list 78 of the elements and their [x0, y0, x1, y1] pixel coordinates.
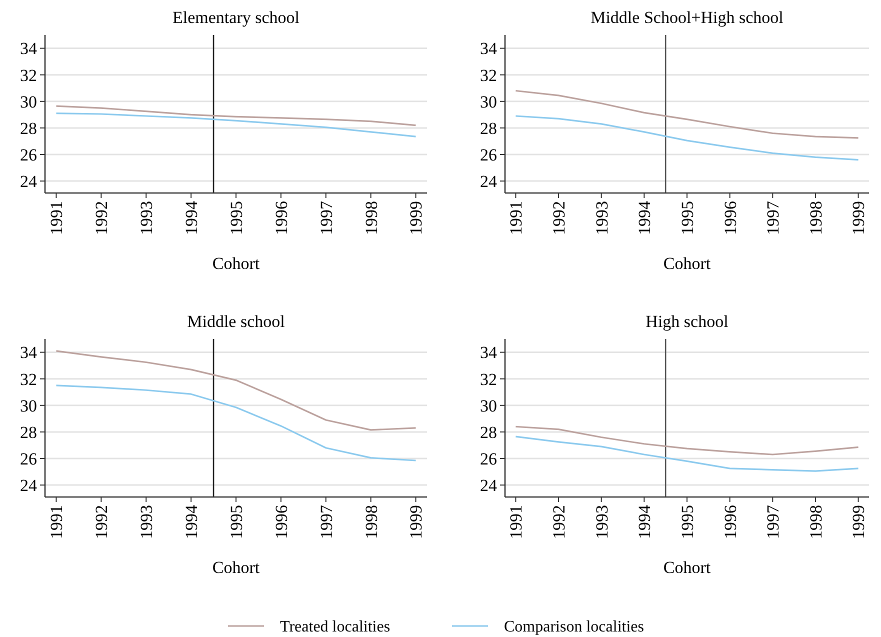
x-tick-label: 1993 — [592, 201, 612, 235]
line-series — [55, 112, 417, 138]
y-tick-label: 34 — [20, 343, 38, 362]
x-tick-label: 1994 — [635, 200, 654, 235]
x-tick-label: 1998 — [806, 201, 826, 235]
y-tick-label: 30 — [480, 92, 497, 112]
chart-title: Middle school — [187, 312, 286, 331]
x-tick-label: 1994 — [182, 504, 202, 539]
line-series — [514, 90, 860, 139]
x-tick-label: 1994 — [635, 504, 654, 539]
x-tick-label: 1994 — [182, 200, 202, 235]
x-tick-label: 1993 — [137, 201, 156, 235]
y-tick-label: 26 — [20, 449, 37, 468]
x-tick-label: 1996 — [720, 201, 740, 235]
x-tick-label: 1997 — [764, 200, 783, 235]
x-axis-title: Cohort — [212, 558, 260, 577]
x-tick-label: 1996 — [272, 505, 291, 539]
x-axis-title: Cohort — [663, 558, 711, 577]
x-tick-label: 1995 — [678, 505, 697, 539]
x-tick-label: 1998 — [806, 505, 826, 539]
x-axis-title: Cohort — [663, 254, 711, 273]
y-tick-label: 28 — [480, 422, 497, 442]
x-tick-label: 1997 — [316, 200, 336, 235]
y-tick-label: 24 — [480, 172, 498, 191]
x-tick-label: 1997 — [316, 504, 336, 539]
line-series — [55, 105, 417, 126]
x-tick-label: 1992 — [92, 505, 112, 539]
x-tick-label: 1991 — [506, 505, 526, 539]
x-tick-label: 1995 — [226, 201, 246, 235]
x-tick-label: 1999 — [849, 201, 868, 235]
line-series — [514, 436, 860, 472]
y-tick-label: 32 — [20, 370, 37, 389]
line-series — [514, 115, 860, 161]
y-tick-label: 26 — [480, 145, 497, 164]
y-tick-label: 34 — [20, 39, 38, 58]
x-tick-label: 1996 — [272, 201, 291, 235]
x-tick-label: 1991 — [47, 505, 66, 539]
x-tick-label: 1995 — [678, 201, 697, 235]
chart-title: High school — [646, 312, 729, 331]
chart-title: Elementary school — [172, 8, 300, 27]
x-tick-label: 1992 — [92, 201, 112, 235]
y-tick-label: 24 — [20, 476, 38, 495]
x-axis-title: Cohort — [212, 254, 260, 273]
y-tick-label: 28 — [480, 118, 497, 138]
y-tick-label: 24 — [480, 476, 498, 495]
y-tick-label: 28 — [20, 422, 37, 442]
x-tick-label: 1998 — [362, 505, 381, 539]
y-tick-label: 30 — [20, 396, 37, 416]
y-tick-label: 32 — [20, 66, 37, 85]
y-tick-label: 26 — [20, 145, 37, 164]
x-tick-label: 1992 — [549, 201, 568, 235]
x-tick-label: 1999 — [406, 505, 426, 539]
line-series — [55, 384, 417, 462]
chart-title: Middle School+High school — [590, 8, 784, 27]
x-tick-label: 1999 — [406, 201, 426, 235]
x-tick-label: 1996 — [720, 505, 740, 539]
x-tick-label: 1999 — [849, 505, 868, 539]
y-tick-label: 26 — [480, 449, 497, 468]
y-tick-label: 30 — [20, 92, 37, 112]
x-tick-label: 1997 — [764, 504, 783, 539]
y-tick-label: 32 — [480, 370, 497, 389]
y-tick-label: 34 — [480, 39, 498, 58]
x-tick-label: 1992 — [549, 505, 568, 539]
y-tick-label: 34 — [480, 343, 498, 362]
x-tick-label: 1998 — [362, 201, 381, 235]
x-tick-label: 1995 — [226, 505, 246, 539]
y-tick-label: 32 — [480, 66, 497, 85]
x-tick-label: 1991 — [47, 201, 66, 235]
y-tick-label: 30 — [480, 396, 497, 416]
x-tick-label: 1991 — [506, 201, 526, 235]
y-tick-label: 24 — [20, 172, 38, 191]
legend-label: Treated localities — [280, 618, 390, 636]
y-tick-label: 28 — [20, 118, 37, 138]
x-tick-label: 1993 — [592, 505, 612, 539]
line-series — [514, 426, 860, 456]
line-series — [55, 350, 417, 431]
x-tick-label: 1993 — [137, 505, 156, 539]
legend-label: Comparison localities — [504, 618, 644, 636]
